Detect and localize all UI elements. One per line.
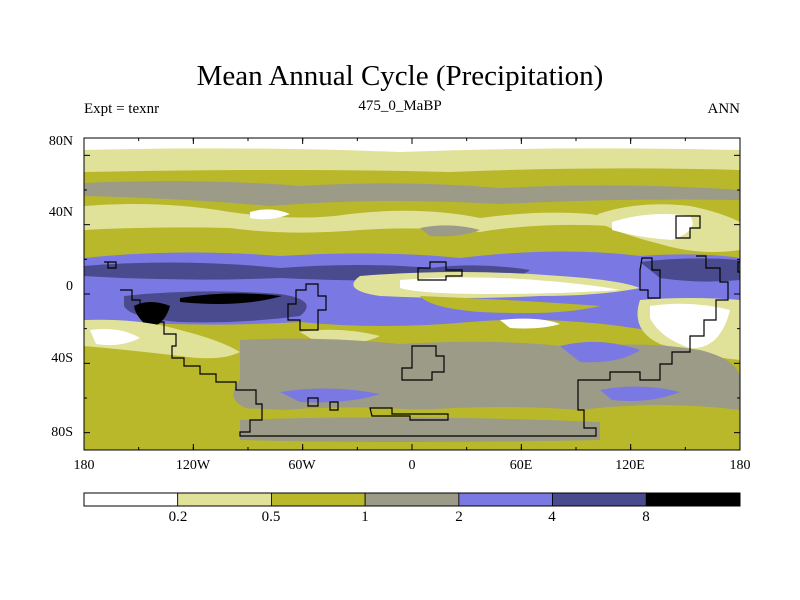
colorbar-cell [271,492,366,507]
colorbar-label-0-5: 0.5 [261,509,281,525]
colorbar-cell [364,492,460,507]
lon-label-0: 0 [408,458,416,473]
period-label: 475_0_MaBP [358,98,442,114]
southern-blue-fleck-2 [600,386,680,401]
coastline-island-8 [307,397,319,407]
lat-label-40n: 40N [48,205,73,220]
lon-label-120w: 120W [175,458,211,473]
indian-ocean-blue-patch [560,341,640,363]
colorbar-label-1: 1 [361,509,369,525]
colorbar-cell [552,492,647,507]
southern-blue-fleck [280,388,380,403]
north-pale-band [84,148,740,172]
plot-title: Mean Annual Cycle (Precipitation) [196,60,604,92]
lat-label-equator: 0 [66,279,73,294]
colorbar-cell [645,492,741,507]
north-white-patch [250,209,290,220]
coastlines [104,215,740,437]
australia-white-patch [650,303,730,349]
season-label: ANN [707,101,741,117]
north-grey-band [84,181,740,206]
south-white-fleck [500,318,560,329]
lat-label-80n: 80N [48,134,73,149]
experiment-label: Expt = texnr [84,101,160,117]
colorbar-frame [83,492,741,507]
coastline-island-3 [675,215,701,239]
coastline-island-5 [287,283,327,331]
colorbar-label-0-2: 0.2 [168,509,188,525]
lon-label-60e: 60E [509,458,533,473]
colorbar-label-4: 4 [548,509,556,525]
coastline-island-1 [104,261,117,269]
lon-label-180w: 180 [73,458,95,473]
pacific-black-core [180,293,282,304]
equatorial-white-tongue [400,277,620,294]
colorbar-label-2: 2 [455,509,463,525]
map-ticks [83,138,741,450]
lat-label-40s: 40S [51,351,73,366]
coastline-island-4 [417,261,463,281]
asia-white-patch [612,214,693,240]
lat-label-80s: 80S [51,425,73,440]
southwest-pale-patch [84,319,240,359]
north-pale-band-2 [84,204,613,233]
colorbar-cell [177,492,272,507]
coastline-island-2 [639,257,661,299]
coastline-island-6 [401,345,445,381]
north-grey-patch [420,225,480,237]
itcz-dark-band-east [640,258,740,282]
lon-label-60w: 60W [288,458,316,473]
coastline-island-10 [737,261,740,273]
coastline-gondwana [120,255,729,437]
colorbar-label-8: 8 [642,509,650,525]
colorbar-cell [83,492,179,507]
coastline-island-9 [329,401,339,411]
coastline-island-7 [369,407,449,421]
lon-label-180e: 180 [729,458,751,473]
south-equatorial-olive [420,296,600,314]
colorbar-cell [458,492,553,507]
lon-label-120e: 120E [615,458,645,473]
southwest-white-patch [90,329,140,346]
